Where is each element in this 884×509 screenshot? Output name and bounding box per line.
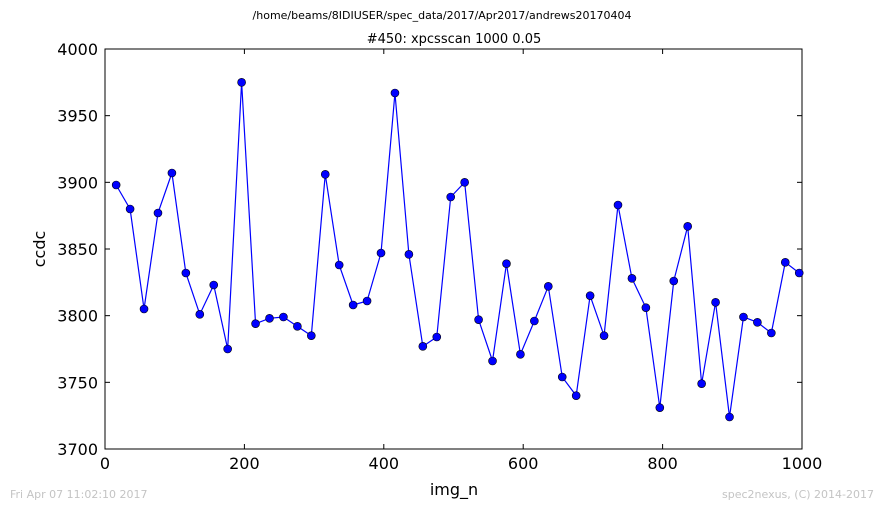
data-point <box>279 312 288 322</box>
plot-area <box>104 48 803 450</box>
data-point <box>237 78 246 87</box>
data-point <box>223 344 232 354</box>
data-point <box>125 204 135 214</box>
data-point <box>446 192 456 202</box>
data-point <box>320 170 330 179</box>
series-layer <box>111 78 804 422</box>
y-axis-label: ccdc <box>30 231 49 268</box>
x-axis-label: img_n <box>430 480 478 500</box>
data-point <box>265 314 274 323</box>
data-point <box>181 268 191 278</box>
data-point <box>293 322 302 331</box>
y-tick-label: 3850 <box>57 240 98 259</box>
data-point <box>502 259 511 268</box>
data-point <box>711 298 720 307</box>
x-tick-label: 400 <box>369 454 400 473</box>
data-point <box>139 304 149 314</box>
data-point <box>209 280 219 290</box>
data-point <box>195 310 205 319</box>
footer-credit: spec2nexus, (C) 2014-2017 <box>722 488 874 501</box>
x-axis-ticks: 0 200 400 600 800 1000 <box>100 49 822 473</box>
data-point <box>432 332 442 342</box>
y-tick-label: 4000 <box>57 40 98 59</box>
data-point <box>111 180 121 190</box>
data-point <box>488 356 497 366</box>
data-point <box>362 296 372 306</box>
y-tick-label: 3750 <box>57 373 98 392</box>
data-point <box>251 319 260 328</box>
plot-frame <box>104 48 803 450</box>
y-axis-ticks: 3700 3750 3800 3850 3900 3950 4000 <box>57 40 802 459</box>
data-point <box>599 331 609 340</box>
data-point <box>725 412 734 422</box>
data-point <box>585 291 595 300</box>
data-point <box>543 282 553 291</box>
data-point <box>753 318 762 327</box>
data-point <box>794 268 804 278</box>
data-point <box>167 168 177 178</box>
data-point <box>334 260 344 270</box>
y-tick-label: 3800 <box>57 307 98 326</box>
data-point <box>641 303 651 312</box>
data-point <box>348 300 358 310</box>
y-tick-label: 3700 <box>57 440 98 459</box>
chart-title: #450: xpcsscan 1000 0.05 <box>367 32 542 47</box>
x-tick-label: 0 <box>100 454 110 473</box>
data-point <box>418 342 428 351</box>
data-point <box>683 222 692 231</box>
x-tick-label: 600 <box>508 454 539 473</box>
data-point <box>516 350 525 359</box>
series-line <box>115 82 800 418</box>
data-point <box>767 328 776 338</box>
data-point <box>613 200 623 210</box>
footer-timestamp: Fri Apr 07 11:02:10 2017 <box>10 488 148 501</box>
data-point <box>460 178 469 187</box>
data-point <box>307 331 316 340</box>
data-point <box>404 250 414 259</box>
data-point <box>571 391 581 400</box>
x-tick-label: 200 <box>229 454 260 473</box>
data-point <box>669 276 679 286</box>
data-point <box>390 88 400 98</box>
y-tick-label: 3950 <box>57 107 98 126</box>
x-tick-label: 800 <box>647 454 678 473</box>
data-point <box>627 274 637 283</box>
data-point <box>655 403 665 412</box>
data-point <box>530 316 539 326</box>
data-point <box>557 372 567 382</box>
data-point <box>697 379 706 388</box>
data-point <box>739 312 748 322</box>
data-point <box>780 258 790 267</box>
x-tick-label: 1000 <box>782 454 823 473</box>
figure-suptitle: /home/beams/8IDIUSER/spec_data/2017/Apr2… <box>252 9 632 22</box>
data-point <box>376 248 386 258</box>
y-tick-label: 3900 <box>57 173 98 192</box>
data-point <box>474 315 483 324</box>
data-point <box>153 208 163 218</box>
